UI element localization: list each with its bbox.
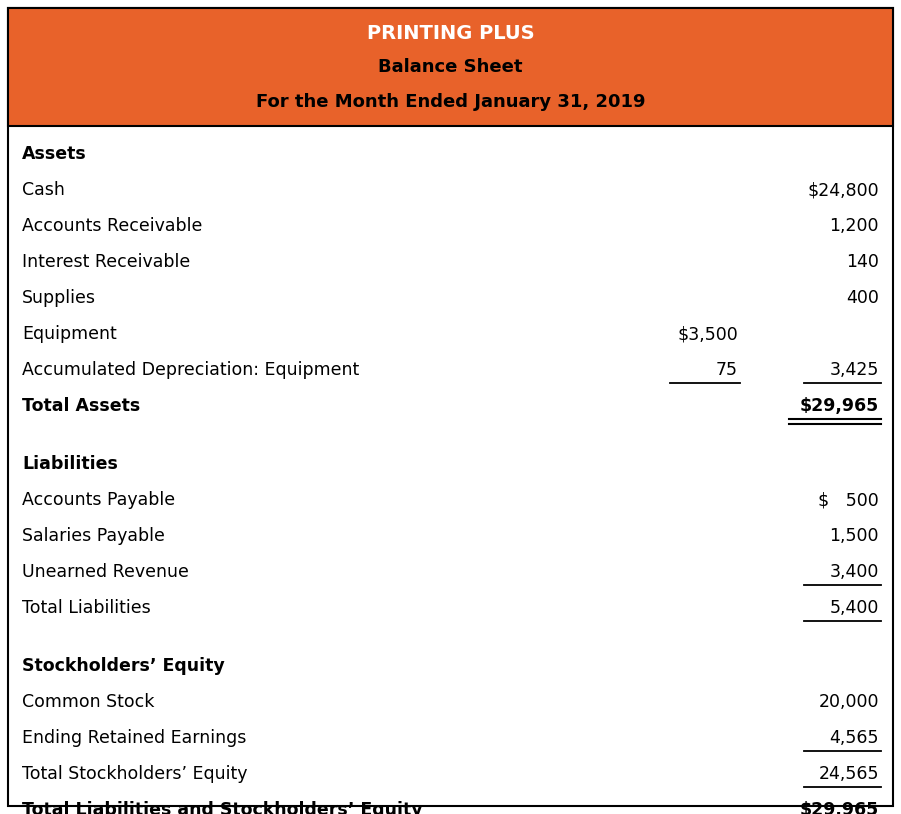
Text: Supplies: Supplies — [22, 289, 96, 307]
Text: For the Month Ended January 31, 2019: For the Month Ended January 31, 2019 — [256, 94, 645, 112]
Text: 20,000: 20,000 — [818, 693, 879, 711]
Text: 4,565: 4,565 — [830, 729, 879, 747]
Text: Common Stock: Common Stock — [22, 693, 154, 711]
Text: Salaries Payable: Salaries Payable — [22, 527, 165, 545]
Text: Total Assets: Total Assets — [22, 397, 141, 415]
Text: Accumulated Depreciation: Equipment: Accumulated Depreciation: Equipment — [22, 361, 359, 379]
Text: $3,500: $3,500 — [678, 325, 738, 343]
Text: $   500: $ 500 — [818, 491, 879, 509]
Text: $24,800: $24,800 — [807, 181, 879, 199]
Text: Equipment: Equipment — [22, 325, 117, 343]
Text: Interest Receivable: Interest Receivable — [22, 253, 190, 271]
Text: 1,500: 1,500 — [830, 527, 879, 545]
Text: Total Stockholders’ Equity: Total Stockholders’ Equity — [22, 765, 248, 783]
Text: 75: 75 — [716, 361, 738, 379]
Text: 400: 400 — [846, 289, 879, 307]
Text: $29,965: $29,965 — [800, 397, 879, 415]
Text: Ending Retained Earnings: Ending Retained Earnings — [22, 729, 246, 747]
Text: Accounts Receivable: Accounts Receivable — [22, 217, 203, 235]
Text: 5,400: 5,400 — [830, 599, 879, 617]
Text: Total Liabilities: Total Liabilities — [22, 599, 150, 617]
Bar — [8, 8, 893, 126]
Text: Balance Sheet: Balance Sheet — [378, 58, 523, 76]
Text: Stockholders’ Equity: Stockholders’ Equity — [22, 657, 224, 675]
Text: Cash: Cash — [22, 181, 65, 199]
Text: 140: 140 — [846, 253, 879, 271]
Text: PRINTING PLUS: PRINTING PLUS — [367, 24, 534, 43]
Text: 24,565: 24,565 — [818, 765, 879, 783]
Text: $29,965: $29,965 — [800, 801, 879, 814]
Text: 3,425: 3,425 — [830, 361, 879, 379]
Text: 1,200: 1,200 — [830, 217, 879, 235]
Text: 3,400: 3,400 — [830, 563, 879, 581]
Text: Total Liabilities and Stockholders’ Equity: Total Liabilities and Stockholders’ Equi… — [22, 801, 423, 814]
Text: Accounts Payable: Accounts Payable — [22, 491, 175, 509]
Text: Assets: Assets — [22, 145, 86, 163]
Text: Unearned Revenue: Unearned Revenue — [22, 563, 189, 581]
Text: Liabilities: Liabilities — [22, 455, 118, 473]
